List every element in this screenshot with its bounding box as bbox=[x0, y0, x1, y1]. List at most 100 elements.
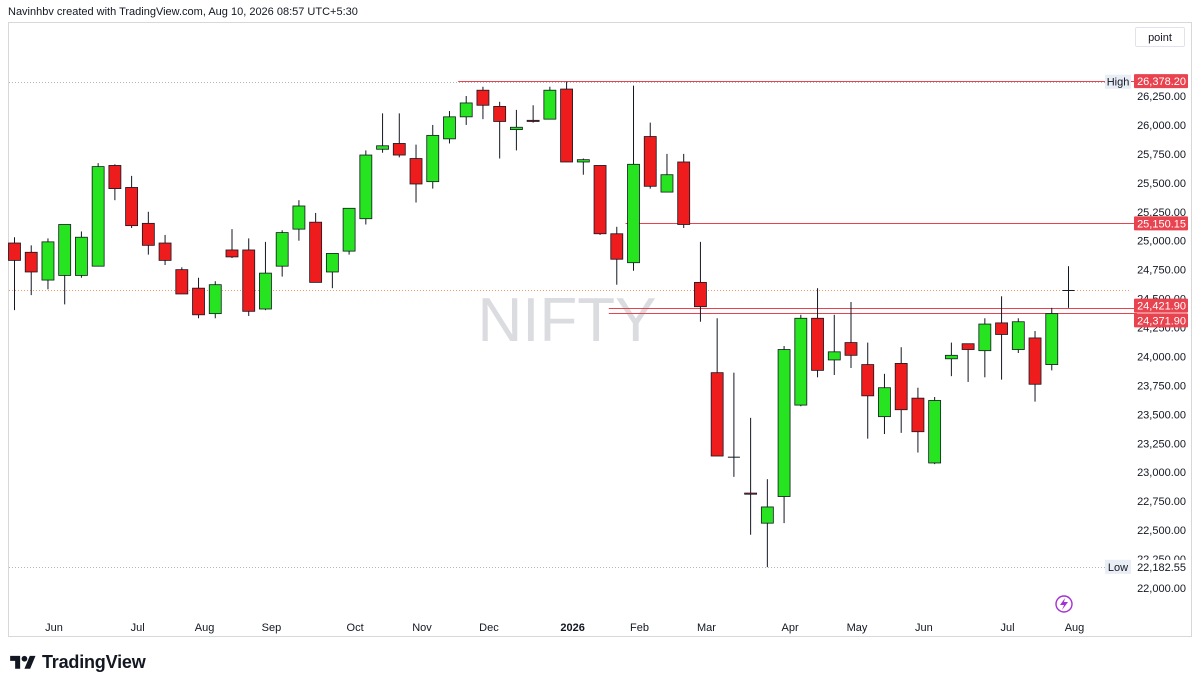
candle-body-up bbox=[208, 284, 222, 315]
candle bbox=[710, 318, 724, 457]
candle-body-up bbox=[259, 272, 272, 310]
candle-body-down bbox=[192, 287, 205, 316]
candle bbox=[744, 417, 758, 535]
candle-body-down bbox=[643, 136, 657, 187]
candle bbox=[259, 241, 272, 311]
candle bbox=[1062, 266, 1075, 308]
candle bbox=[1011, 318, 1025, 353]
time-tick-label: Jul bbox=[131, 622, 145, 634]
candle bbox=[627, 85, 640, 271]
time-tick-label: Aug bbox=[1065, 622, 1085, 634]
candle bbox=[208, 281, 222, 319]
candle-body-down bbox=[409, 158, 423, 185]
candle bbox=[861, 342, 875, 439]
candle bbox=[41, 238, 55, 290]
candle bbox=[325, 253, 339, 289]
candle bbox=[476, 86, 490, 120]
time-tick-label: Jun bbox=[45, 622, 63, 634]
time-tick-label: Apr bbox=[782, 622, 799, 634]
candle bbox=[560, 81, 573, 163]
time-axis: Jun Jul Aug Sep Oct Nov Dec 2026 Feb Mar Apr May Jun… bbox=[45, 622, 1084, 634]
candle-body-up bbox=[359, 154, 373, 220]
level-tags: High26,373.20Low22,182.5526,378.2025,150… bbox=[1105, 74, 1188, 574]
candle-body-up bbox=[928, 400, 942, 464]
candle bbox=[995, 296, 1008, 380]
price-axis: 22,000.0022,250.0022,500.0022,750.0023,0… bbox=[1137, 91, 1186, 595]
symbol-watermark: NIFTY bbox=[477, 286, 656, 355]
candle bbox=[175, 267, 189, 295]
candle bbox=[894, 347, 908, 433]
candle bbox=[225, 229, 239, 259]
candle bbox=[811, 288, 824, 378]
candle bbox=[760, 479, 774, 568]
candle-body-up bbox=[777, 349, 791, 497]
candle-body-down bbox=[158, 242, 172, 261]
price-tick-label: 22,500.00 bbox=[1137, 525, 1186, 537]
candle-body-down bbox=[125, 187, 139, 227]
tradingview-logo[interactable]: TradingView bbox=[10, 652, 146, 673]
candle bbox=[509, 109, 523, 151]
candle bbox=[242, 238, 256, 316]
price-tick-label: 26,000.00 bbox=[1137, 120, 1186, 132]
candle-body-up bbox=[292, 205, 306, 230]
candle bbox=[827, 314, 841, 375]
candle-body-up bbox=[459, 102, 473, 118]
candle bbox=[543, 86, 557, 120]
tradingview-logo-icon bbox=[10, 655, 36, 669]
level-price-tag bbox=[1134, 298, 1188, 313]
price-tick-label: 23,750.00 bbox=[1137, 380, 1186, 392]
level-price-tag bbox=[1134, 216, 1188, 231]
candle bbox=[309, 212, 323, 283]
level-name: Low bbox=[1108, 562, 1128, 574]
candle-body-up bbox=[509, 126, 523, 130]
candle-body-down bbox=[961, 343, 975, 350]
candle bbox=[694, 241, 707, 322]
candle bbox=[376, 113, 389, 153]
candle-body-up bbox=[827, 351, 841, 361]
candle-body-down bbox=[560, 88, 573, 163]
candle bbox=[459, 96, 473, 125]
candle bbox=[844, 302, 858, 369]
candle-body-down bbox=[392, 143, 406, 156]
level-value-tag bbox=[1136, 559, 1188, 574]
candle-body-down bbox=[526, 119, 540, 122]
candle-body-up bbox=[627, 163, 640, 264]
candle bbox=[24, 245, 38, 296]
price-unit-button[interactable]: point bbox=[1135, 27, 1185, 47]
candle-body-up bbox=[275, 232, 289, 267]
candle-body-down bbox=[593, 165, 607, 235]
candle-body-down bbox=[242, 249, 256, 312]
candle-body-down bbox=[1028, 337, 1042, 385]
time-tick-label: Dec bbox=[479, 622, 499, 634]
price-tick-label: 23,500.00 bbox=[1137, 409, 1186, 421]
candle-body-up bbox=[91, 166, 105, 267]
time-tick-label: 2026 bbox=[560, 622, 584, 634]
time-tick-label: Sep bbox=[262, 622, 282, 634]
candle-body-down bbox=[911, 397, 925, 433]
candle-body-up bbox=[426, 134, 440, 183]
candle-body-up bbox=[543, 89, 557, 120]
candle bbox=[1045, 307, 1059, 371]
time-tick-label: Jun bbox=[915, 622, 933, 634]
candle-body-down bbox=[225, 249, 239, 258]
lightning-icon[interactable] bbox=[1055, 595, 1073, 613]
price-tick-label: 23,250.00 bbox=[1137, 438, 1186, 450]
candle bbox=[727, 372, 740, 477]
candle-body-down bbox=[710, 372, 724, 457]
level-price-text: 24,371.90 bbox=[1137, 315, 1186, 327]
candle bbox=[426, 124, 440, 189]
lightning-icon-bolt bbox=[1060, 598, 1068, 610]
candle-body-up bbox=[1011, 321, 1025, 350]
candle bbox=[643, 122, 657, 189]
level-price-text: 25,150.15 bbox=[1137, 218, 1186, 230]
candle-body-up bbox=[794, 317, 808, 406]
level-price-text: 26,378.20 bbox=[1137, 76, 1186, 88]
watermark-layer: NIFTY bbox=[477, 286, 656, 355]
time-tick-label: Feb bbox=[630, 622, 649, 634]
candle-body-down bbox=[108, 165, 122, 190]
candle-body-down bbox=[610, 233, 624, 260]
candle bbox=[108, 164, 122, 201]
candle bbox=[192, 277, 205, 319]
candle-body-up bbox=[878, 387, 891, 418]
